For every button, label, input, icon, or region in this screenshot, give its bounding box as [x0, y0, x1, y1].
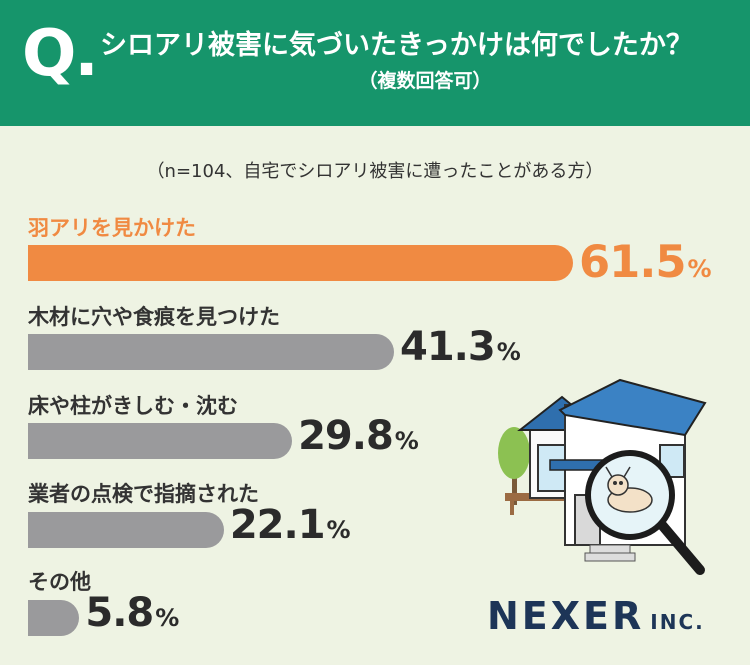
category-label-5: その他: [28, 570, 91, 594]
nexer-logo: NEXER INC.: [487, 594, 705, 638]
question-subtitle: （複数回答可）: [358, 70, 492, 92]
value-number: 5.8: [85, 590, 154, 636]
percent-sign: %: [394, 427, 419, 455]
sample-note: （n=104、自宅でシロアリ被害に遭ったことがある方）: [146, 161, 604, 182]
category-label-3: 床や柱がきしむ・沈む: [28, 394, 238, 418]
value-number: 22.1: [229, 502, 326, 548]
value-number: 41.3: [399, 324, 496, 370]
category-label-1: 羽アリを見かけた: [28, 216, 196, 240]
bar-3: [28, 423, 293, 459]
value-label-1: 61.5%: [579, 235, 712, 288]
value-label-3: 29.8%: [298, 413, 419, 459]
value-number: 61.5: [579, 235, 687, 288]
bar-1: [28, 245, 573, 281]
percent-sign: %: [687, 255, 712, 283]
bar-4: [28, 512, 224, 548]
question-header: Q. シロアリ被害に気づいたきっかけは何でしたか？ （複数回答可）: [0, 0, 750, 126]
bar-2: [28, 334, 394, 370]
question-mark: Q.: [22, 17, 99, 91]
percent-sign: %: [496, 338, 521, 366]
percent-sign: %: [326, 516, 351, 544]
value-label-2: 41.3%: [399, 324, 521, 370]
category-label-2: 木材に穴や食痕を見つけた: [28, 305, 280, 329]
value-label-4: 22.1%: [229, 502, 351, 548]
percent-sign: %: [155, 604, 179, 632]
value-label-5: 5.8%: [85, 590, 179, 636]
category-label-4: 業者の点検で指摘された: [28, 482, 259, 506]
house-magnifier-illustration: [498, 378, 707, 575]
value-number: 29.8: [298, 413, 394, 459]
bar-5: [28, 600, 80, 636]
question-title: シロアリ被害に気づいたきっかけは何でしたか？: [100, 30, 693, 61]
